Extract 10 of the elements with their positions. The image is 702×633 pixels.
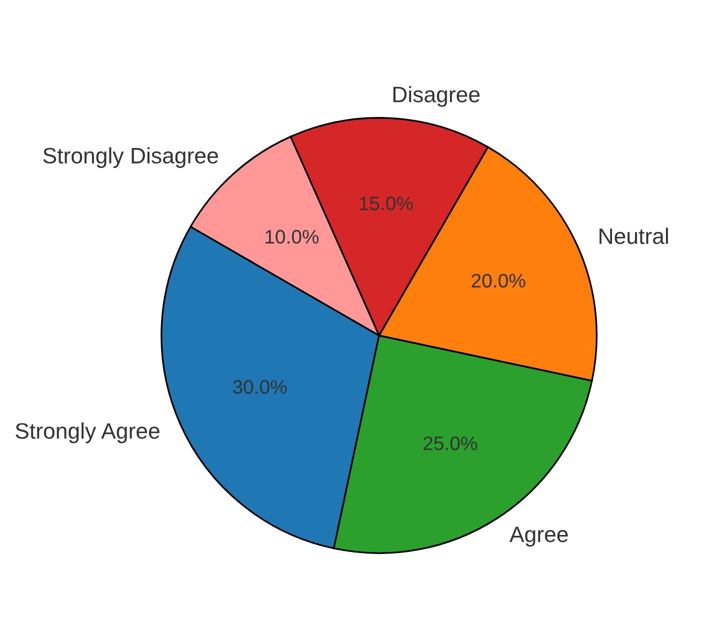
data-label: 20.0%: [472, 274, 526, 288]
slice-label: Neutral: [600, 228, 668, 244]
data-label: 30.0%: [232, 380, 287, 394]
data-label: 15.0%: [360, 196, 413, 210]
data-label: 25.0%: [424, 436, 478, 450]
data-label: 10.0%: [266, 230, 319, 244]
slice-label: Agree: [510, 526, 568, 547]
slice-label: Strongly Agree: [16, 422, 160, 444]
slice-label: Strongly Disagree: [43, 147, 218, 168]
slice-label: Disagree: [393, 86, 480, 107]
